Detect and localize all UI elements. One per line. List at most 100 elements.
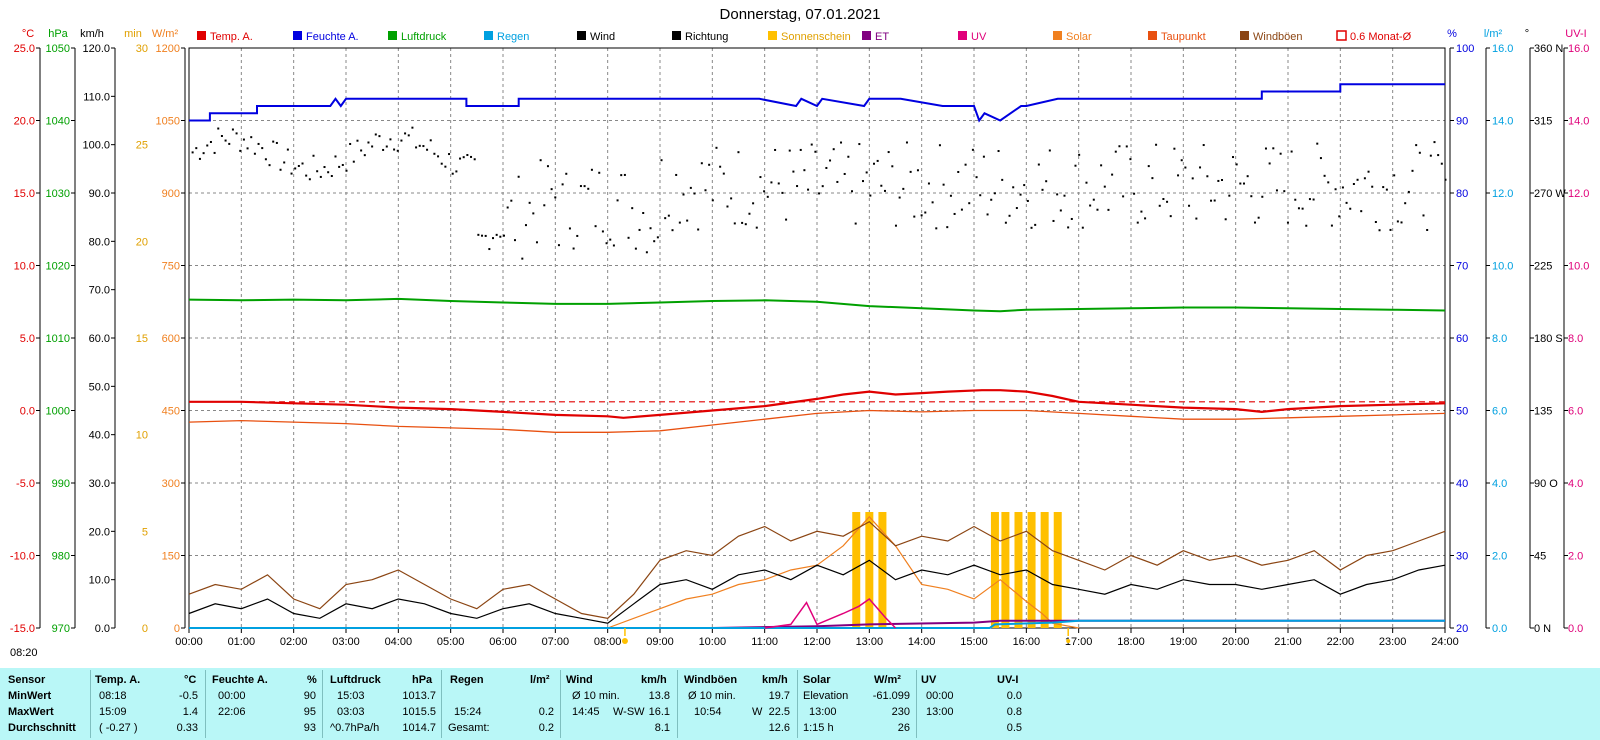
direction-dot — [883, 189, 886, 192]
direction-dot — [546, 165, 549, 168]
direction-axis-tick-label: 90 O — [1534, 478, 1558, 490]
stats-uv-header: UV — [921, 674, 937, 686]
direction-dot — [905, 141, 908, 144]
stats-press-unit: hPa — [412, 674, 433, 686]
direction-dot — [781, 191, 784, 194]
direction-axis-tick-label: 315 — [1534, 116, 1552, 128]
direction-axis-tick-label: 225 — [1534, 261, 1552, 273]
direction-dot — [1034, 223, 1037, 226]
direction-dot — [1385, 188, 1388, 191]
direction-dot — [869, 194, 872, 197]
direction-dot — [1173, 147, 1176, 150]
direction-axis-tick-label: 0 N — [1534, 623, 1551, 635]
x-tick-label: 06:00 — [489, 636, 517, 648]
direction-dot — [1136, 221, 1139, 224]
stats-wind-min-label: Ø 10 min. — [572, 690, 620, 702]
direction-dot — [667, 214, 670, 217]
direction-dot — [993, 192, 996, 195]
sunshine-axis-unit: min — [124, 28, 142, 40]
uv-axis-tick-label: 10.0 — [1568, 261, 1589, 273]
stats-gust-max-dir: W — [752, 706, 763, 718]
direction-dot — [1078, 153, 1081, 156]
pressure-axis-tick-label: 1010 — [46, 333, 70, 345]
direction-dot — [565, 172, 568, 175]
uv-axis-tick-label: 8.0 — [1568, 333, 1583, 345]
direction-dot — [206, 144, 209, 147]
direction-dot — [1162, 198, 1165, 201]
dewpoint-line — [188, 409, 1446, 433]
direction-dot — [341, 163, 344, 166]
sunshine-axis-tick-label: 5 — [142, 526, 148, 538]
direction-dot — [840, 141, 843, 144]
stats-press-header: Luftdruck — [330, 674, 381, 686]
direction-dot — [821, 185, 824, 188]
direction-dot — [744, 223, 747, 226]
humidity-axis-tick-label: 70 — [1456, 261, 1468, 273]
direction-dot — [393, 148, 396, 151]
stats-wind-avg: 8.1 — [654, 722, 670, 734]
stats-rain-unit: l/m² — [530, 674, 550, 686]
direction-dot — [1147, 165, 1150, 168]
direction-dot — [1426, 228, 1429, 231]
solar-axis-tick-label: 900 — [162, 188, 180, 200]
direction-dot — [799, 148, 802, 151]
humidity-axis-tick-label: 60 — [1456, 333, 1468, 345]
x-tick-label: 21:00 — [1274, 636, 1302, 648]
grid-lines — [189, 48, 1445, 628]
x-tick-label: 16:00 — [1013, 636, 1041, 648]
direction-dot — [1268, 162, 1271, 165]
direction-dot — [1089, 204, 1092, 207]
direction-dot — [1070, 217, 1073, 220]
stats-temp-max: 1.4 — [182, 706, 198, 718]
direction-dot — [1422, 214, 1425, 217]
stats-temp-avg: 0.33 — [176, 722, 198, 734]
direction-dot — [286, 148, 289, 151]
solar-axis-tick-label: 150 — [162, 551, 180, 563]
legend-label: Wind — [590, 31, 615, 43]
direction-dot — [1191, 177, 1194, 180]
stats-wind-max: 16.1 — [648, 706, 670, 718]
direction-dot — [1059, 209, 1062, 212]
stats-rain-max-time: 15:24 — [454, 706, 482, 718]
x-tick-label: 15:00 — [960, 636, 988, 648]
direction-dot — [1180, 159, 1183, 162]
direction-dot — [1407, 190, 1410, 193]
direction-dot — [1228, 194, 1231, 197]
uv-axis-tick-label: 12.0 — [1568, 188, 1589, 200]
direction-dot — [396, 149, 399, 152]
direction-dot — [323, 166, 326, 169]
uv-axis-unit: UV-I — [1565, 28, 1586, 40]
temp-axis-tick-label: 0.0 — [20, 406, 35, 418]
legend-label: Windböen — [1253, 31, 1303, 43]
legend-swatch — [672, 31, 681, 40]
direction-dot — [938, 144, 941, 147]
direction-dot — [810, 143, 813, 146]
stats-hum-avg: 93 — [303, 722, 316, 734]
temp-axis-tick-label: -5.0 — [16, 478, 35, 490]
weather-chart: 25.020.015.010.05.00.0-5.0-10.0-15.01050… — [10, 28, 1590, 648]
direction-dot — [1393, 174, 1396, 177]
direction-dot — [261, 147, 264, 150]
direction-dot — [737, 151, 740, 154]
direction-dot — [1250, 195, 1253, 198]
direction-dot — [1400, 221, 1403, 224]
stats-gust-max: 22.5 — [768, 706, 790, 718]
direction-dot — [1360, 210, 1363, 213]
direction-dot — [1352, 183, 1355, 186]
direction-dot — [880, 184, 883, 187]
direction-dot — [1114, 150, 1117, 153]
stats-gust-header: Windböen — [684, 674, 738, 686]
direction-dot — [1023, 184, 1026, 187]
direction-dot — [202, 152, 205, 155]
temperature-line — [189, 389, 1446, 419]
direction-dot — [1349, 207, 1352, 210]
gust-line — [188, 520, 1446, 619]
stats-temp-avg-note: ( -0.27 ) — [99, 722, 138, 734]
direction-dot — [253, 152, 256, 155]
direction-dot — [224, 139, 227, 142]
direction-dot — [612, 244, 615, 247]
direction-dot — [704, 189, 707, 192]
x-tick-label: 03:00 — [332, 636, 360, 648]
direction-dot — [521, 257, 524, 260]
direction-dot — [1125, 145, 1128, 148]
